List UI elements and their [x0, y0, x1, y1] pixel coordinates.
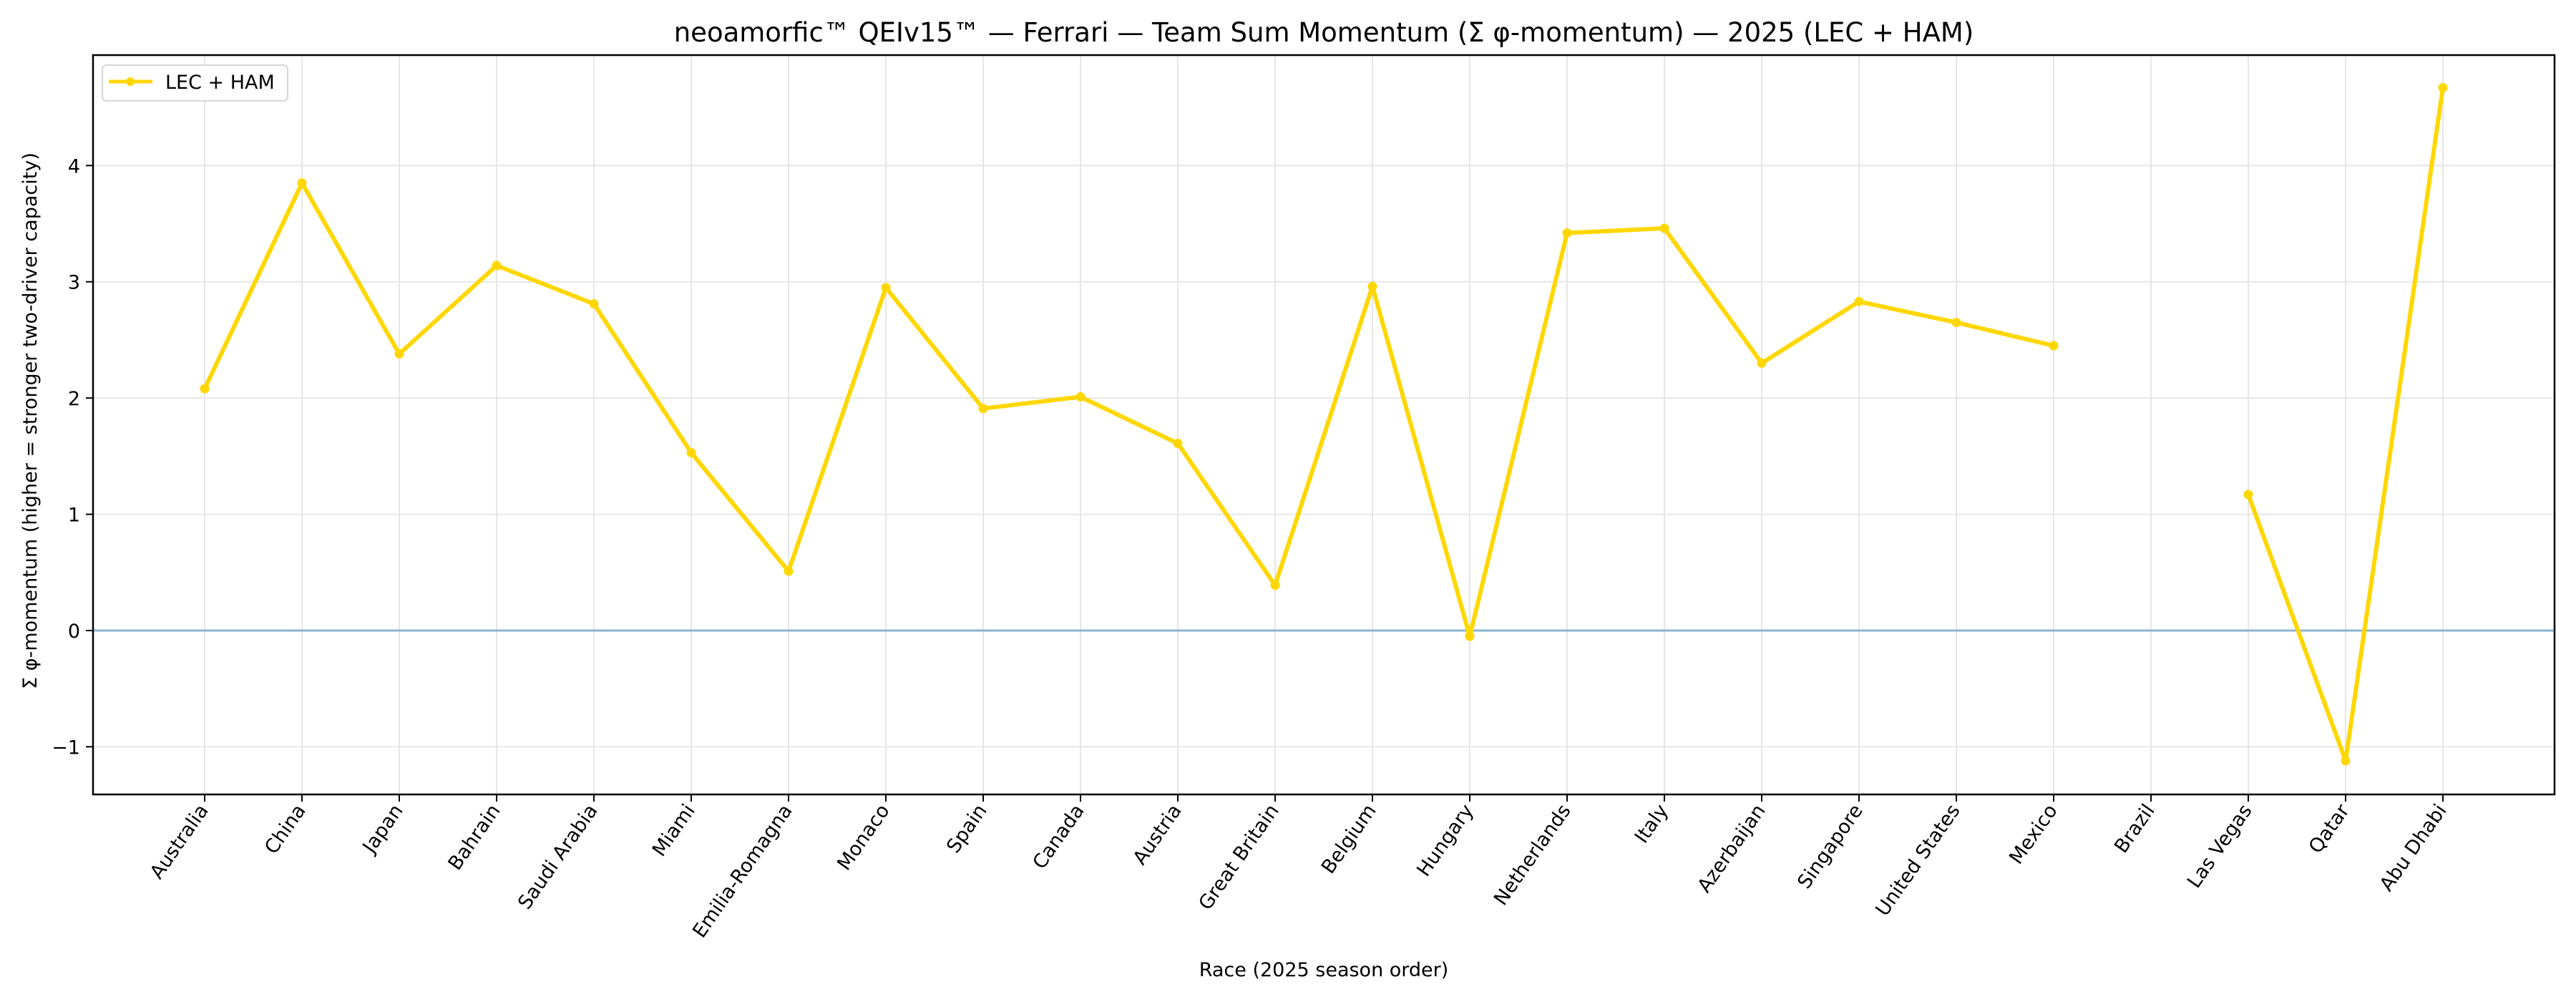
y-tick-label: 1 [68, 505, 80, 527]
x-tick-label: Hungary [1413, 800, 1478, 880]
x-tick-label: Saudi Arabia [514, 800, 602, 913]
x-tick-label: Monaco [833, 800, 894, 875]
data-point-marker [1173, 438, 1183, 448]
x-tick-label: Singapore [1793, 800, 1868, 892]
data-point-marker [1270, 580, 1280, 590]
data-point-marker [2049, 341, 2059, 351]
x-tick-label: Japan [358, 800, 408, 858]
data-point-marker [2243, 490, 2253, 500]
data-point-marker [1367, 281, 1377, 291]
y-tick-label: −1 [52, 736, 80, 759]
data-point-marker [589, 299, 599, 309]
chart-title: neoamorfic™ QEIv15™ — Ferrari — Team Sum… [674, 17, 1974, 48]
y-axis-label: Σ φ-momentum (higher = stronger two-driv… [19, 152, 42, 689]
x-tick-label: Netherlands [1490, 800, 1576, 910]
legend-label: LEC + HAM [165, 72, 275, 94]
y-tick-label: 4 [68, 155, 80, 177]
plot-frame [92, 54, 2556, 796]
data-point-marker [978, 404, 988, 414]
y-tick-label: 3 [68, 272, 80, 294]
x-tick-label: Great Britain [1194, 800, 1283, 914]
x-tick-label: Austria [1129, 800, 1186, 869]
x-tick-label: Miami [648, 800, 700, 860]
legend: LEC + HAM [102, 64, 288, 102]
x-tick-label: Abu Dhabi [2376, 800, 2451, 895]
x-axis-ticks: Australia China Japan Bahrain Saudi Arabia Mi… [146, 794, 2451, 942]
x-tick-label: China [260, 800, 311, 858]
x-tick-label: United States [1871, 800, 1964, 920]
y-axis-ticks: −1 0 1 2 3 4 [52, 155, 93, 759]
y-tick-label: 2 [68, 388, 80, 410]
data-point-marker [1757, 358, 1767, 368]
x-tick-label: Brazil [2110, 800, 2160, 857]
data-point-marker [200, 384, 210, 394]
data-point-marker [2438, 82, 2448, 92]
series-line [203, 180, 2054, 639]
x-axis-label: Race (2025 season order) [1199, 959, 1449, 981]
series-lec-ham [200, 82, 2448, 766]
x-tick-label: Mexico [2005, 800, 2062, 868]
x-tick-label: Australia [146, 800, 213, 883]
data-point-marker [1075, 392, 1085, 402]
data-point-marker [784, 566, 794, 576]
data-point-marker [686, 447, 696, 457]
x-tick-label: Las Vegas [2183, 800, 2257, 892]
data-point-marker [881, 283, 891, 293]
data-point-marker [297, 178, 307, 188]
legend-marker-icon [126, 77, 135, 86]
y-tick-label: 0 [68, 621, 80, 643]
data-point-marker [492, 261, 502, 271]
legend-box [102, 64, 288, 102]
data-point-marker [1854, 296, 1864, 306]
data-point-marker [1562, 228, 1572, 238]
x-tick-label: Canada [1028, 800, 1088, 873]
data-point-marker [1465, 631, 1475, 641]
grid [93, 55, 2555, 794]
x-tick-label: Spain [942, 800, 992, 857]
x-tick-label: Azerbaijan [1693, 800, 1770, 897]
data-point-marker [2341, 756, 2351, 766]
x-tick-label: Bahrain [444, 800, 504, 874]
x-tick-label: Emilia-Romagna [688, 800, 797, 942]
data-point-marker [1659, 223, 1669, 233]
x-tick-label: Italy [1631, 800, 1673, 847]
data-point-marker [394, 349, 404, 359]
x-tick-label: Belgium [1317, 800, 1381, 877]
data-point-marker [1951, 318, 1961, 328]
x-tick-label: Qatar [2305, 799, 2355, 857]
